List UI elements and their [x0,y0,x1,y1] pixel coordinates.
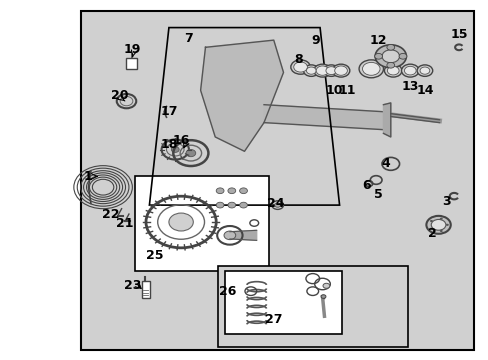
Text: 21: 21 [116,216,134,230]
Polygon shape [383,103,390,137]
Circle shape [216,202,224,208]
Bar [217,266,407,347]
Text: 19: 19 [123,42,141,55]
Text: 3: 3 [442,195,450,208]
Circle shape [293,62,307,72]
Circle shape [401,64,418,77]
Circle shape [362,62,379,75]
Polygon shape [200,40,283,151]
Circle shape [358,60,383,78]
Text: 10: 10 [325,84,343,97]
Text: 2: 2 [427,227,436,240]
Text: 22: 22 [102,208,119,221]
Circle shape [404,66,415,75]
Circle shape [303,65,319,76]
Circle shape [239,188,247,194]
Circle shape [290,60,310,74]
Text: 9: 9 [310,33,319,47]
Text: 26: 26 [218,285,236,298]
Circle shape [331,64,349,77]
Circle shape [374,45,406,68]
Circle shape [374,53,382,59]
Text: 6: 6 [361,179,370,192]
Text: 18: 18 [160,138,177,150]
Text: 17: 17 [160,105,177,118]
Circle shape [334,66,346,75]
Circle shape [274,203,280,207]
Circle shape [398,53,406,59]
Circle shape [439,217,442,220]
Text: 12: 12 [369,33,386,47]
Circle shape [386,62,394,68]
Bar [81,12,473,350]
Circle shape [323,65,338,76]
Circle shape [429,228,432,230]
Circle shape [316,66,328,75]
Circle shape [171,147,179,152]
Text: 5: 5 [373,188,382,201]
Circle shape [439,230,442,232]
Text: 23: 23 [123,279,141,292]
Text: 24: 24 [267,197,285,210]
Circle shape [321,295,325,298]
Text: 25: 25 [145,249,163,262]
Circle shape [227,188,235,194]
Bar [135,176,268,271]
Circle shape [429,220,432,222]
Text: 20: 20 [111,89,129,102]
Bar [224,271,341,334]
Circle shape [239,202,247,208]
Circle shape [227,202,235,208]
Circle shape [224,231,235,240]
Circle shape [419,67,429,74]
Circle shape [323,283,329,288]
Text: 14: 14 [415,84,433,97]
Circle shape [445,224,448,226]
Text: 15: 15 [449,28,467,41]
Polygon shape [264,105,385,130]
Circle shape [185,149,195,157]
Text: 11: 11 [338,84,355,97]
Bar [126,58,137,69]
Circle shape [381,50,399,63]
Bar [142,281,150,298]
Text: 1: 1 [83,170,92,183]
Circle shape [168,213,193,231]
Circle shape [430,220,445,230]
Text: 13: 13 [401,80,418,93]
Text: 27: 27 [264,313,282,327]
Circle shape [313,64,330,77]
Polygon shape [229,230,256,240]
Circle shape [386,44,394,50]
Text: 4: 4 [381,157,389,170]
Text: 7: 7 [183,32,192,45]
Circle shape [216,188,224,194]
Text: 16: 16 [172,134,189,147]
Circle shape [384,64,401,77]
Circle shape [416,65,432,76]
Circle shape [386,66,398,75]
Text: 8: 8 [293,53,302,66]
Circle shape [426,216,450,234]
Circle shape [325,67,336,75]
Circle shape [306,67,316,74]
